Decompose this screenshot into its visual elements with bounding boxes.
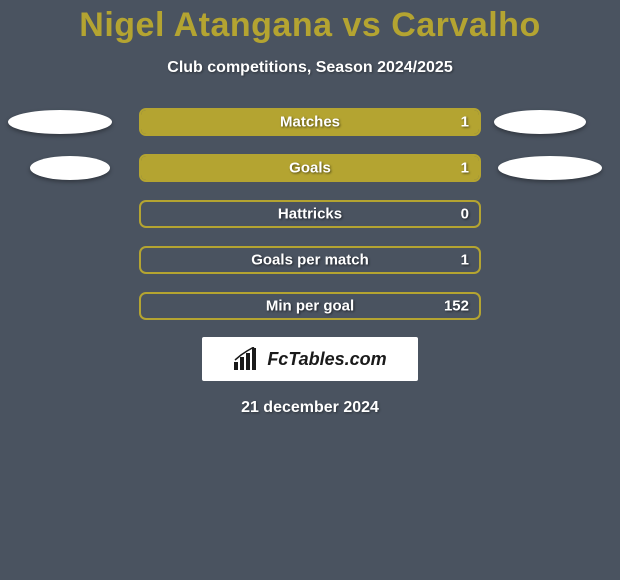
stat-value: 1 [461,114,469,131]
stat-row: Goals 1 [0,153,620,183]
bar-track: Min per goal 152 [139,292,481,320]
left-dot [30,156,110,180]
stats-container: Matches 1 Goals 1 Hattricks 0 Goals per match 1… [0,107,620,321]
brand-text: FcTables.com [267,349,386,370]
right-dot [494,110,586,134]
stat-label: Min per goal [266,298,354,315]
stat-label: Matches [280,114,340,131]
footer-date: 21 december 2024 [0,399,620,417]
stat-row: Matches 1 [0,107,620,137]
right-dot [498,156,602,180]
bar-track: Hattricks 0 [139,200,481,228]
page-title: Nigel Atangana vs Carvalho [0,0,620,45]
subtitle: Club competitions, Season 2024/2025 [0,59,620,77]
stat-value: 1 [461,252,469,269]
stat-row: Min per goal 152 [0,291,620,321]
stat-row: Hattricks 0 [0,199,620,229]
stat-value: 0 [461,206,469,223]
stat-label: Hattricks [278,206,342,223]
bar-track: Goals 1 [139,154,481,182]
stat-value: 152 [444,298,469,315]
bar-track: Matches 1 [139,108,481,136]
brand-chart-icon [233,347,261,371]
stat-label: Goals [289,160,331,177]
left-dot [8,110,112,134]
stat-value: 1 [461,160,469,177]
bar-track: Goals per match 1 [139,246,481,274]
brand-badge: FcTables.com [202,337,418,381]
stat-label: Goals per match [251,252,369,269]
stat-row: Goals per match 1 [0,245,620,275]
